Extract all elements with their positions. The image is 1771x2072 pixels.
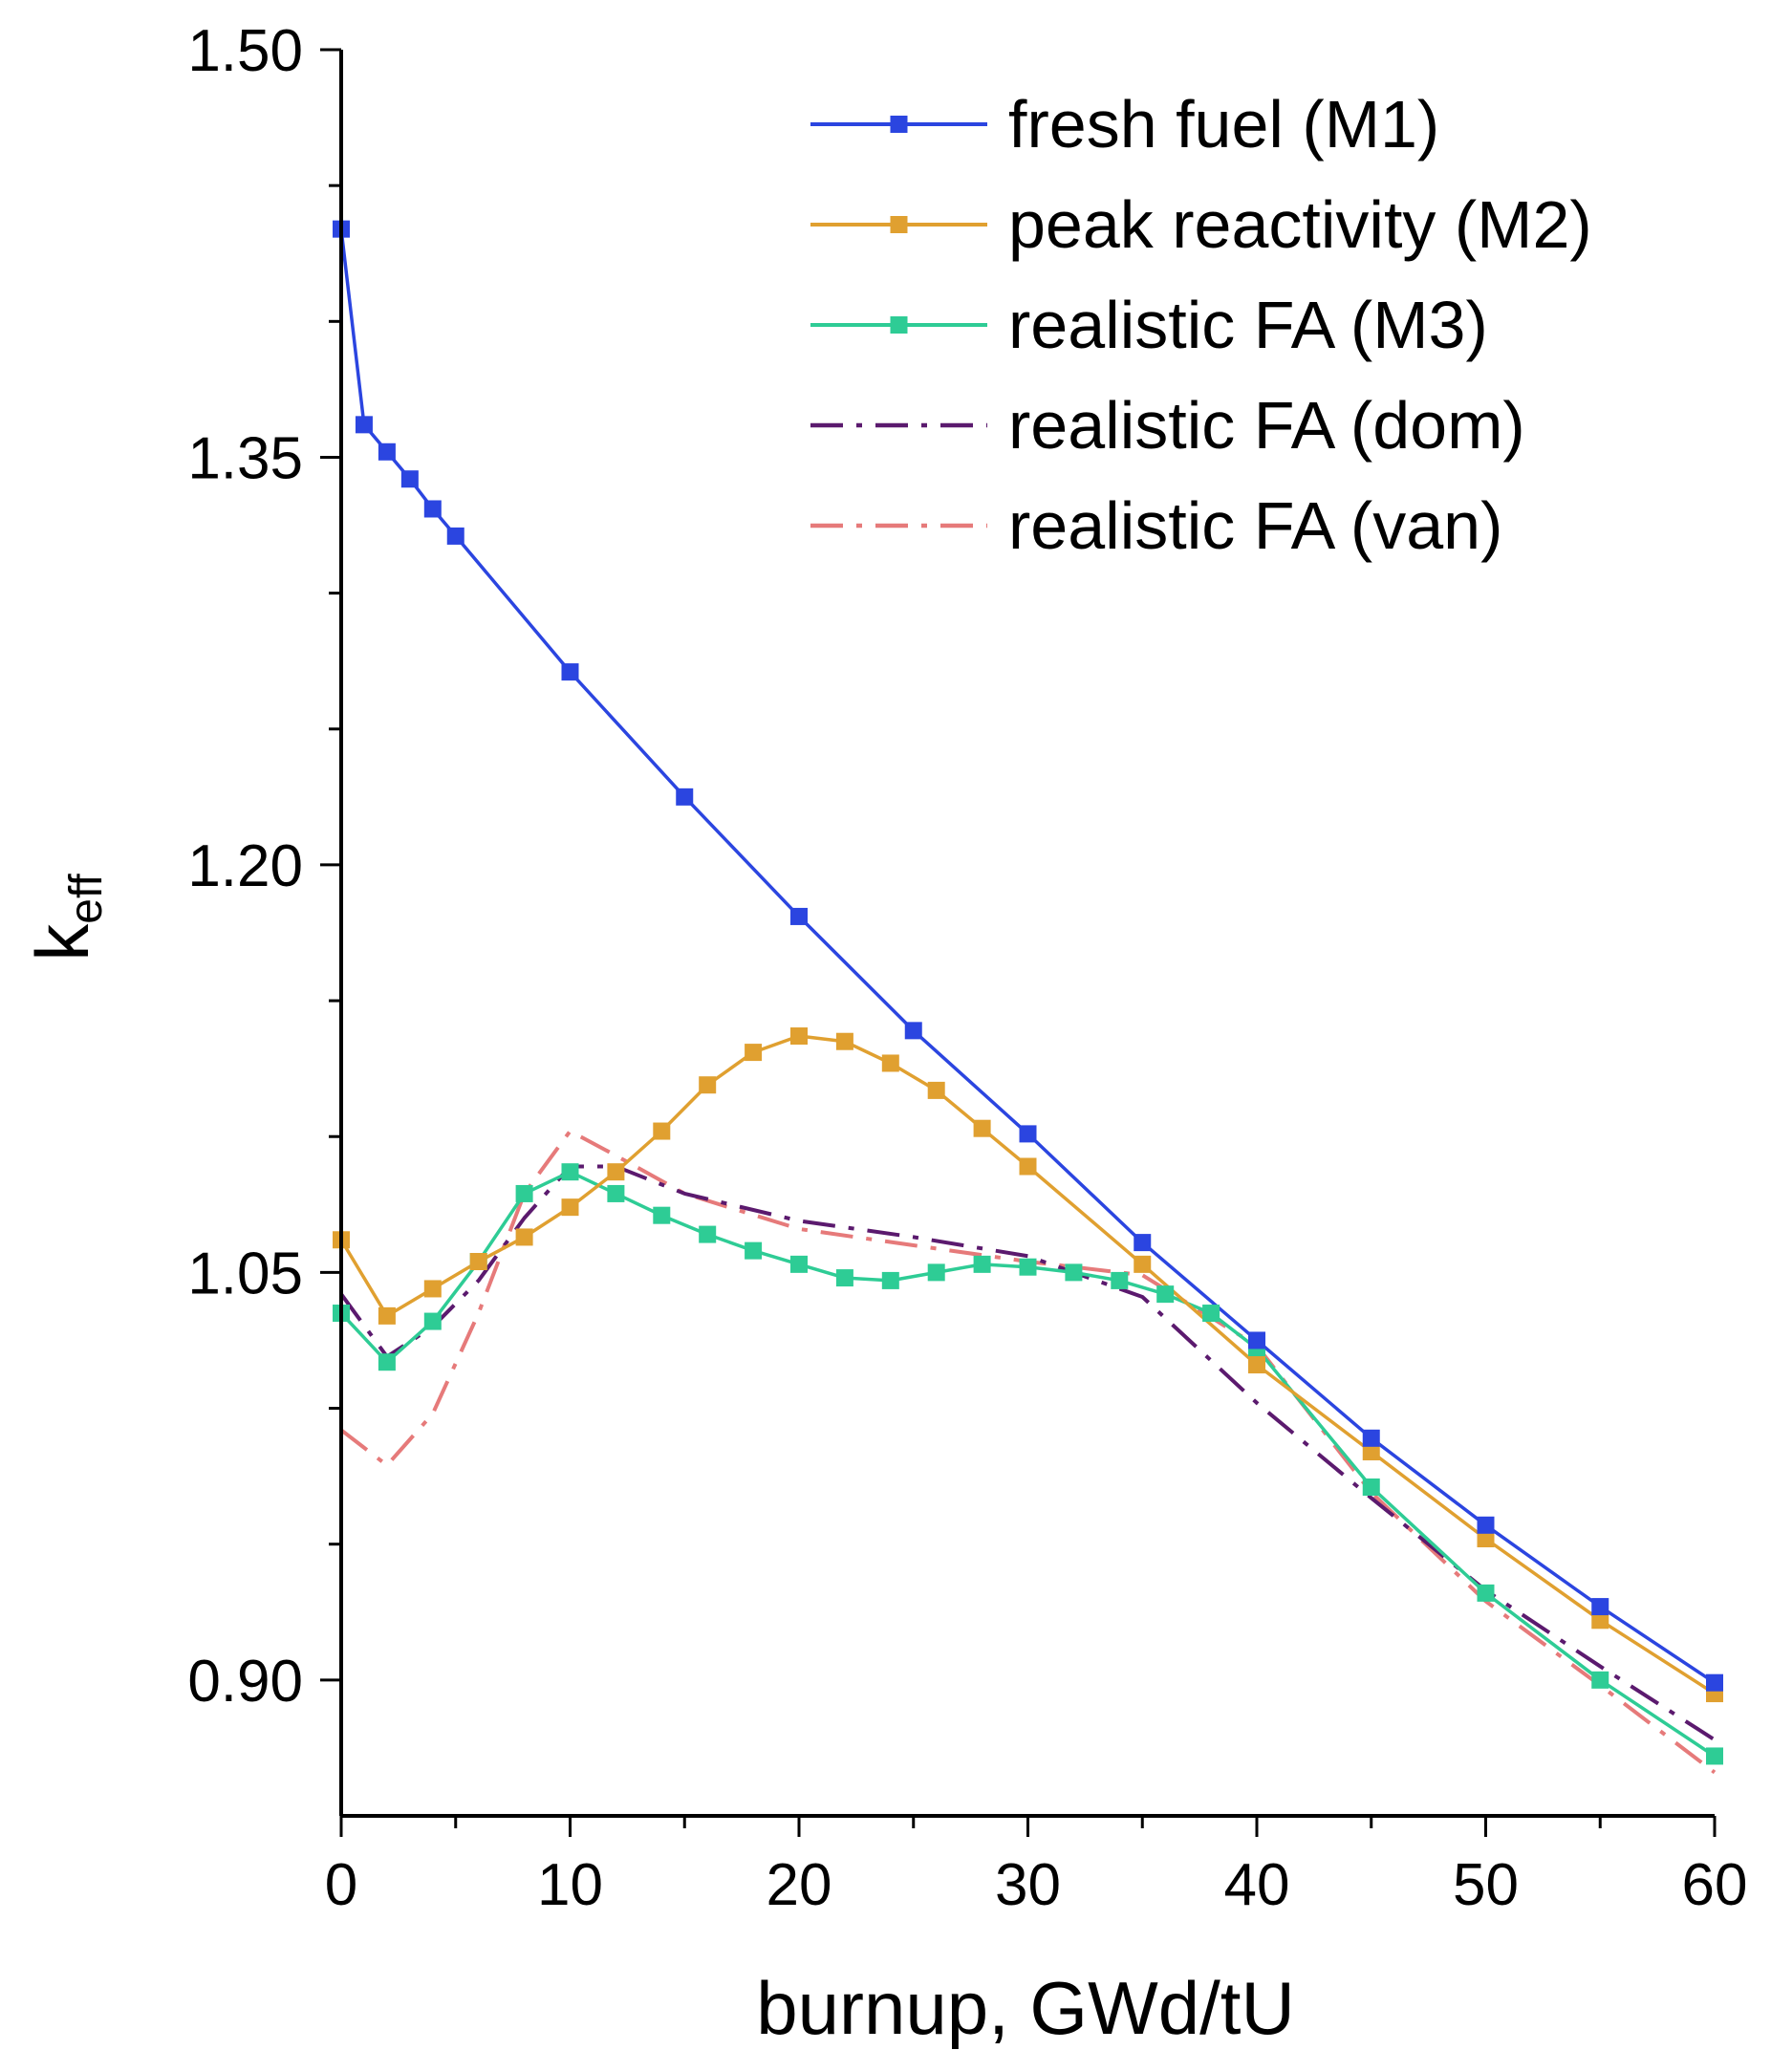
data-point-realistic-fa-m3 xyxy=(927,1263,945,1282)
x-tick-label: 30 xyxy=(995,1852,1061,1918)
data-point-fresh-fuel-m1 xyxy=(676,788,694,806)
data-point-realistic-fa-m3 xyxy=(745,1241,763,1260)
data-point-peak-reactivity-m2 xyxy=(1248,1356,1265,1374)
data-point-realistic-fa-m3 xyxy=(515,1184,533,1202)
data-point-fresh-fuel-m1 xyxy=(904,1022,922,1040)
data-point-fresh-fuel-m1 xyxy=(378,442,396,461)
legend-marker-peak-reactivity-m2 xyxy=(890,216,908,233)
data-point-realistic-fa-m3 xyxy=(1111,1271,1129,1289)
data-point-realistic-fa-m3 xyxy=(653,1206,671,1224)
data-point-peak-reactivity-m2 xyxy=(927,1081,945,1099)
legend-label-realistic-fa-dom: realistic FA (dom) xyxy=(1008,388,1525,463)
x-tick-label: 50 xyxy=(1453,1852,1519,1918)
data-point-peak-reactivity-m2 xyxy=(1591,1611,1609,1630)
x-tick-label: 40 xyxy=(1224,1852,1290,1918)
y-axis-title-main: k xyxy=(20,923,104,961)
data-point-fresh-fuel-m1 xyxy=(446,527,464,545)
data-point-fresh-fuel-m1 xyxy=(790,907,808,925)
data-point-peak-reactivity-m2 xyxy=(469,1253,487,1271)
data-point-realistic-fa-m3 xyxy=(561,1163,579,1181)
legend-marker-fresh-fuel-m1 xyxy=(890,116,908,133)
data-point-peak-reactivity-m2 xyxy=(561,1198,579,1217)
data-point-peak-reactivity-m2 xyxy=(745,1044,763,1062)
data-point-realistic-fa-m3 xyxy=(973,1255,991,1273)
y-tick-label: 1.05 xyxy=(187,1241,303,1306)
data-point-fresh-fuel-m1 xyxy=(355,416,373,434)
y-tick-label: 1.20 xyxy=(187,833,303,899)
data-point-peak-reactivity-m2 xyxy=(835,1032,853,1050)
data-point-realistic-fa-m3 xyxy=(1591,1671,1609,1689)
data-point-realistic-fa-m3 xyxy=(378,1353,396,1371)
data-point-fresh-fuel-m1 xyxy=(1477,1516,1495,1534)
x-tick-label: 0 xyxy=(325,1852,357,1918)
data-point-fresh-fuel-m1 xyxy=(1591,1598,1609,1616)
y-tick-label: 1.35 xyxy=(187,425,303,491)
data-point-peak-reactivity-m2 xyxy=(1477,1530,1495,1548)
legend: fresh fuel (M1) peak reactivity (M2) reali… xyxy=(810,87,1592,563)
legend-label-realistic-fa-van: realistic FA (van) xyxy=(1008,488,1502,563)
data-point-peak-reactivity-m2 xyxy=(881,1054,899,1072)
y-axis-title-subscript: eff xyxy=(61,874,112,924)
data-point-peak-reactivity-m2 xyxy=(699,1076,717,1094)
legend-label-fresh-fuel-m1: fresh fuel (M1) xyxy=(1008,87,1439,162)
series-line-realistic-fa-van xyxy=(339,1129,1717,1775)
x-axis-ticks: 0 10 20 30 40 50 60 xyxy=(325,1816,1748,1918)
data-point-realistic-fa-m3 xyxy=(607,1184,625,1202)
data-point-peak-reactivity-m2 xyxy=(1134,1255,1152,1273)
data-point-fresh-fuel-m1 xyxy=(1706,1673,1723,1692)
y-axis-title: keff xyxy=(20,874,112,961)
data-point-realistic-fa-m3 xyxy=(790,1255,808,1273)
x-tick-label: 20 xyxy=(767,1852,832,1918)
data-point-fresh-fuel-m1 xyxy=(561,663,579,681)
series-markers xyxy=(333,220,1723,1765)
x-tick-label: 10 xyxy=(537,1852,603,1918)
data-point-fresh-fuel-m1 xyxy=(1019,1125,1037,1143)
data-point-peak-reactivity-m2 xyxy=(790,1027,808,1046)
x-axis-title: burnup, GWd/tU xyxy=(756,1966,1295,2050)
y-axis-ticks: 0.90 1.05 1.20 1.35 1.50 xyxy=(187,18,341,1715)
data-point-peak-reactivity-m2 xyxy=(1019,1157,1037,1176)
data-point-fresh-fuel-m1 xyxy=(1362,1429,1380,1447)
data-point-peak-reactivity-m2 xyxy=(423,1280,442,1298)
data-point-realistic-fa-m3 xyxy=(881,1271,899,1289)
legend-marker-realistic-fa-m3 xyxy=(890,316,908,334)
data-point-peak-reactivity-m2 xyxy=(378,1306,396,1325)
data-point-fresh-fuel-m1 xyxy=(1134,1234,1152,1252)
data-point-fresh-fuel-m1 xyxy=(400,470,419,488)
data-point-peak-reactivity-m2 xyxy=(515,1228,533,1246)
data-point-realistic-fa-m3 xyxy=(1019,1258,1037,1276)
data-point-fresh-fuel-m1 xyxy=(423,500,442,518)
series-line-peak-reactivity-m2 xyxy=(339,1034,1716,1695)
data-point-realistic-fa-m3 xyxy=(1362,1478,1380,1496)
data-point-peak-reactivity-m2 xyxy=(1362,1443,1380,1461)
data-point-realistic-fa-m3 xyxy=(1706,1747,1723,1765)
data-point-realistic-fa-m3 xyxy=(699,1225,717,1243)
data-point-peak-reactivity-m2 xyxy=(607,1163,625,1181)
data-point-realistic-fa-m3 xyxy=(1202,1305,1220,1323)
data-point-realistic-fa-m3 xyxy=(1477,1584,1495,1602)
y-tick-label: 1.50 xyxy=(187,18,303,84)
data-point-peak-reactivity-m2 xyxy=(653,1122,671,1140)
y-tick-label: 0.90 xyxy=(187,1649,303,1715)
data-point-realistic-fa-m3 xyxy=(1065,1263,1083,1282)
legend-label-peak-reactivity-m2: peak reactivity (M2) xyxy=(1008,187,1592,262)
x-tick-label: 60 xyxy=(1682,1852,1748,1918)
legend-label-realistic-fa-m3: realistic FA (M3) xyxy=(1008,288,1488,362)
data-point-peak-reactivity-m2 xyxy=(973,1119,991,1137)
data-point-realistic-fa-m3 xyxy=(835,1269,853,1287)
data-point-realistic-fa-m3 xyxy=(423,1312,442,1330)
data-point-realistic-fa-m3 xyxy=(1156,1285,1175,1304)
data-point-fresh-fuel-m1 xyxy=(1248,1331,1265,1349)
